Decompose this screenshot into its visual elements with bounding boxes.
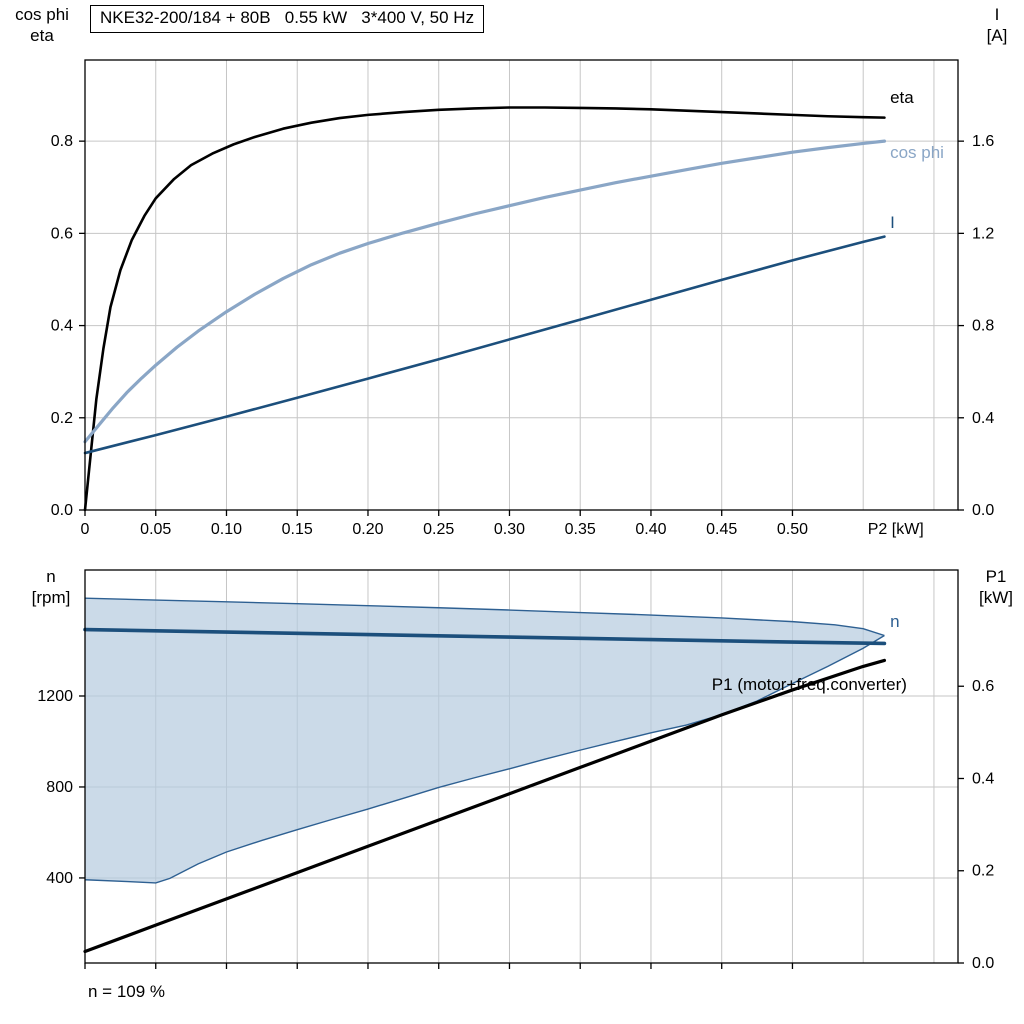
- svg-text:1200: 1200: [37, 688, 73, 705]
- i-curve: [83, 235, 886, 455]
- axis-title-p1: P1: [985, 567, 1007, 586]
- gridlines: [85, 60, 958, 510]
- axis-tick-labels: 400 800 1200 0.0 0.2 0.4 0.6: [37, 678, 994, 972]
- lower-right-axis-header: P1 [kW]: [968, 566, 1024, 608]
- axis-title-current-unit: [A]: [986, 26, 1008, 45]
- svg-text:0.15: 0.15: [282, 521, 313, 538]
- eta-curve: [83, 106, 886, 512]
- svg-text:0.4: 0.4: [972, 410, 994, 427]
- upper-right-axis-header: I [A]: [972, 4, 1022, 46]
- svg-text:0: 0: [81, 521, 90, 538]
- axis-tick-labels: 0 0.05 0.10 0.15 0.20 0.25 0.30 0.35 0.40 0.45 0.5…: [51, 133, 995, 538]
- svg-text:0.25: 0.25: [423, 521, 454, 538]
- lower-left-axis-header: n [rpm]: [20, 566, 82, 608]
- svg-text:0.30: 0.30: [494, 521, 525, 538]
- svg-text:0.10: 0.10: [211, 521, 242, 538]
- axis-ticks: [79, 140, 964, 516]
- svg-text:0.4: 0.4: [51, 318, 73, 335]
- n-curve: [83, 627, 887, 646]
- curve-label-eta: eta: [890, 88, 914, 107]
- chart-title-box: NKE32-200/184 + 80B 0.55 kW 3*400 V, 50 …: [90, 5, 485, 33]
- axis-title-p1-unit: [kW]: [979, 588, 1013, 607]
- svg-text:0.05: 0.05: [140, 521, 171, 538]
- axis-title-speed: n: [46, 567, 56, 586]
- svg-text:0.45: 0.45: [706, 521, 737, 538]
- p1-motor-freq-converter-curve: [83, 658, 887, 954]
- svg-text:0.8: 0.8: [51, 133, 73, 150]
- axis-title-cos-phi: cos phi: [15, 5, 69, 24]
- svg-text:1.6: 1.6: [972, 133, 994, 150]
- axis-title-current: I: [994, 5, 1000, 24]
- curve-label-p1-motor-freq-converter: P1 (motor+freq.converter): [712, 675, 907, 694]
- svg-text:0.2: 0.2: [51, 410, 73, 427]
- axis-title-eta: eta: [30, 26, 54, 45]
- speed-range-area: [85, 598, 885, 883]
- svg-text:0.0: 0.0: [51, 502, 73, 519]
- svg-text:0.8: 0.8: [972, 318, 994, 335]
- upper-left-axis-header: cos phi eta: [4, 4, 80, 46]
- curve-label-n: n: [890, 612, 899, 631]
- svg-text:0.6: 0.6: [972, 678, 994, 695]
- svg-text:0.40: 0.40: [635, 521, 666, 538]
- speed-percentage-footnote: n = 109 %: [88, 982, 166, 1001]
- svg-text:0.50: 0.50: [777, 521, 808, 538]
- svg-text:0.2: 0.2: [972, 863, 994, 880]
- svg-text:0.0: 0.0: [972, 955, 994, 972]
- speed-range-upper-boundary: [84, 597, 885, 637]
- svg-text:0.35: 0.35: [565, 521, 596, 538]
- svg-text:0.6: 0.6: [51, 225, 73, 242]
- svg-text:0.20: 0.20: [352, 521, 383, 538]
- svg-text:1.2: 1.2: [972, 225, 994, 242]
- svg-text:800: 800: [46, 779, 73, 796]
- curve-label-cos-phi: cos phi: [890, 143, 944, 162]
- axis-title-speed-unit: [rpm]: [31, 588, 71, 607]
- svg-text:0.4: 0.4: [972, 770, 994, 787]
- cos-phi-curve: [83, 139, 887, 444]
- curve-label-i: I: [890, 213, 895, 232]
- svg-text:400: 400: [46, 870, 73, 887]
- plot-frame: [84, 569, 959, 964]
- plot-frame: [84, 59, 959, 511]
- x-axis-title: P2 [kW]: [868, 521, 924, 538]
- axis-ticks: [79, 685, 964, 969]
- svg-text:0.0: 0.0: [972, 502, 994, 519]
